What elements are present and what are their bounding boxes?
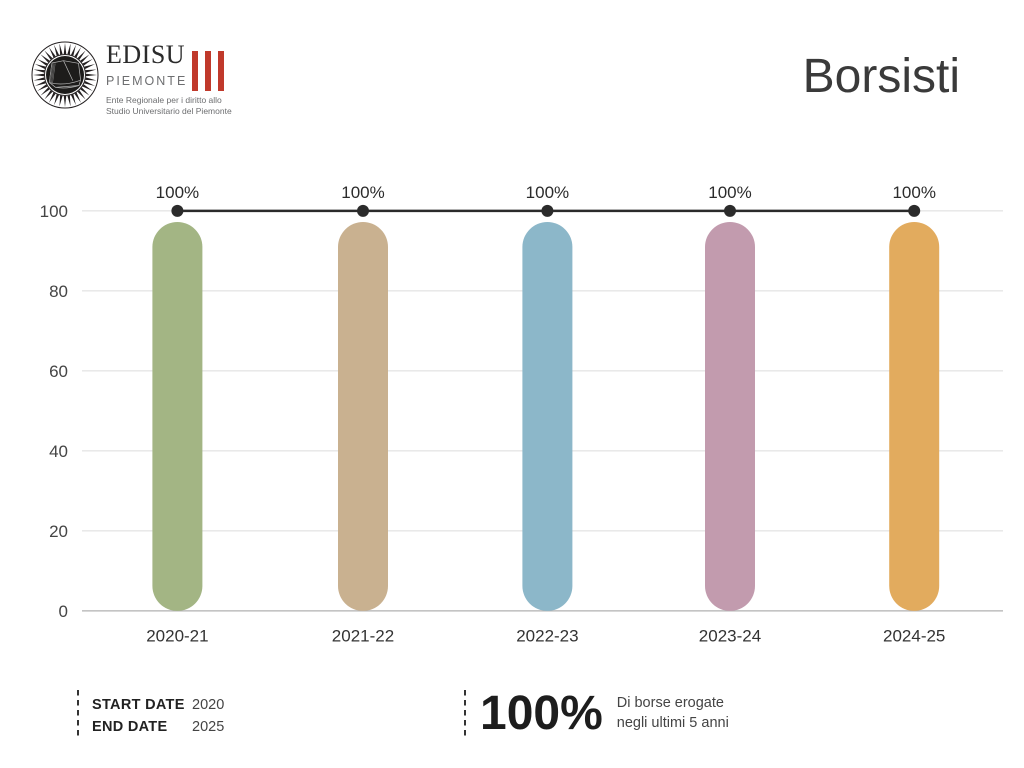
svg-text:100: 100 (40, 202, 68, 221)
svg-text:2024-25: 2024-25 (883, 627, 945, 646)
svg-text:2020-21: 2020-21 (146, 627, 208, 646)
svg-text:2023-24: 2023-24 (699, 627, 761, 646)
svg-text:60: 60 (49, 362, 68, 381)
svg-text:2022-23: 2022-23 (516, 627, 578, 646)
svg-text:80: 80 (49, 282, 68, 301)
svg-text:100%: 100% (892, 183, 935, 202)
svg-text:40: 40 (49, 442, 68, 461)
svg-text:100%: 100% (341, 183, 384, 202)
svg-text:100%: 100% (708, 183, 751, 202)
svg-text:100%: 100% (526, 183, 569, 202)
svg-text:2021-22: 2021-22 (332, 627, 394, 646)
svg-text:20: 20 (49, 522, 68, 541)
svg-text:0: 0 (59, 602, 68, 621)
svg-text:100%: 100% (156, 183, 199, 202)
